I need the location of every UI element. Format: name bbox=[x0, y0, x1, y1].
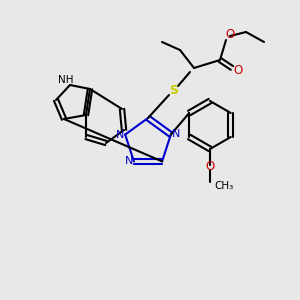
Text: NH: NH bbox=[58, 75, 74, 85]
Text: N: N bbox=[116, 130, 124, 140]
Text: CH₃: CH₃ bbox=[214, 181, 233, 191]
Text: O: O bbox=[233, 64, 243, 76]
Text: S: S bbox=[169, 83, 178, 97]
Text: O: O bbox=[206, 160, 214, 173]
Text: O: O bbox=[225, 28, 235, 41]
Text: N: N bbox=[125, 156, 133, 167]
Text: N: N bbox=[172, 129, 180, 139]
